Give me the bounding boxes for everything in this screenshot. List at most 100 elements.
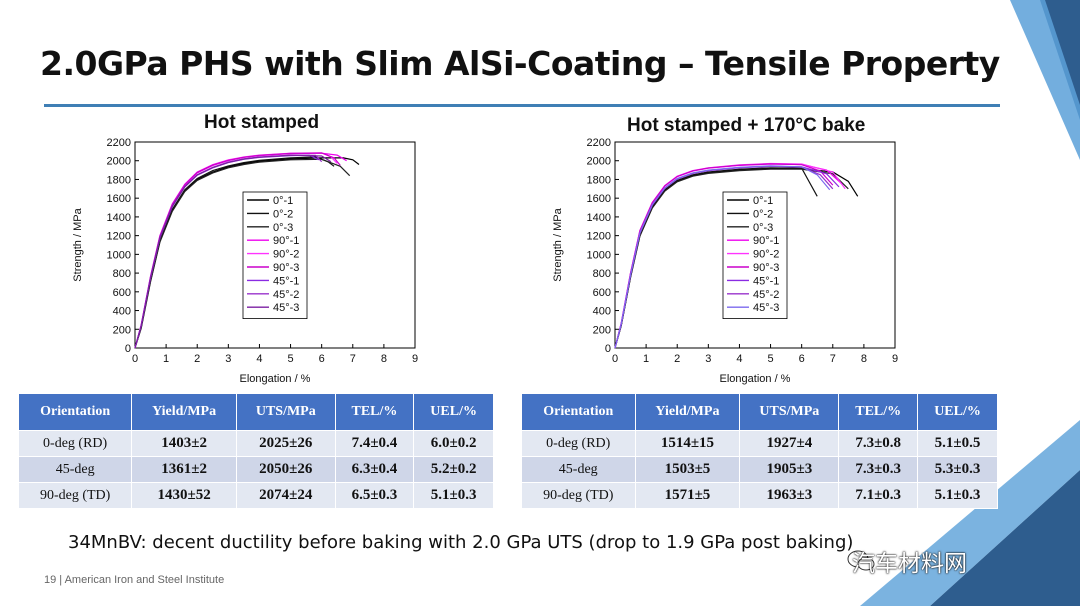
plot-frame [134,141,416,349]
x-tick-label: 6 [319,353,325,365]
x-tick-label: 2 [674,353,680,365]
y-axis-label: Strength / MPa [72,207,84,281]
y-tick-label: 1600 [587,193,611,205]
x-tick-label: 1 [643,353,649,365]
blue-triangle-top-dark [1040,0,1080,120]
x-tick-label: 4 [256,353,262,365]
y-tick-label: 400 [113,306,131,318]
y-tick-label: 1800 [587,174,611,186]
series-line-8 [614,165,831,349]
y-tick-label: 0 [605,343,611,355]
orientation-cell: 90-deg (TD) [522,483,635,508]
legend-label: 0°-2 [273,208,293,220]
legend-label: 45°-2 [273,289,299,301]
legend-label: 90°-1 [273,235,299,247]
orientation-cell: 0-deg (RD) [19,431,132,456]
value-cell: 7.3±0.3 [839,457,918,482]
value-cell: 1927±4 [740,431,839,456]
summary-caption: 34MnBV: decent ductility before baking w… [68,532,854,553]
value-cell: 6.0±0.2 [414,431,493,456]
table-row: 90-deg (TD) 1571±5 1963±3 7.1±0.3 5.1±0.3 [522,483,997,508]
y-tick-label: 1000 [587,249,611,261]
column-header: Yield/MPa [635,394,740,430]
column-header: UEL/% [918,394,997,430]
y-axis-label: Strength / MPa [552,207,564,281]
value-cell: 7.3±0.8 [839,431,918,456]
x-tick-label: 3 [225,353,231,365]
orientation-cell: 90-deg (TD) [19,483,132,508]
x-tick-label: 1 [163,353,169,365]
legend-label: 90°-3 [273,262,299,274]
wechat-icon [847,550,875,571]
y-tick-label: 1200 [107,231,131,243]
value-cell: 1963±3 [740,483,839,508]
y-tick-label: 1200 [587,231,611,243]
column-header: UTS/MPa [740,394,839,430]
legend-label: 45°-1 [273,275,299,287]
plot-frame [614,141,896,349]
legend-label: 90°-2 [753,249,779,261]
value-cell: 5.3±0.3 [918,457,997,482]
column-header: UTS/MPa [236,394,335,430]
value-cell: 7.1±0.3 [839,483,918,508]
table-row: 45-deg 1361±2 2050±26 6.3±0.4 5.2±0.2 [19,457,493,482]
value-cell: 1503±5 [635,457,740,482]
x-axis-label: Elongation / % [720,373,791,385]
x-tick-label: 5 [767,353,773,365]
legend-label: 0°-1 [273,195,293,207]
chart-hot-stamped-bake: 0 1 2 3 4 5 6 7 8 9 0 200 400 600 800 1000 1200 1400 1600 1… [552,137,898,385]
x-tick-label: 2 [194,353,200,365]
y-tick-label: 1400 [587,212,611,224]
legend-label: 90°-1 [753,235,779,247]
x-tick-label: 8 [861,353,867,365]
value-cell: 5.2±0.2 [414,457,493,482]
legend-label: 45°-2 [753,289,779,301]
value-cell: 1905±3 [740,457,839,482]
value-cell: 6.3±0.4 [335,457,414,482]
footer-text: 19 | American Iron and Steel Institute [44,574,225,586]
x-axis-label: Elongation / % [240,373,311,385]
y-tick-label: 1600 [107,193,131,205]
chart-title-hot-stamped: Hot stamped [204,112,320,133]
x-tick-label: 3 [705,353,711,365]
legend-label: 0°-2 [753,208,773,220]
y-tick-label: 600 [113,287,131,299]
y-tick-label: 2200 [587,137,611,149]
legend-label: 0°-1 [753,195,773,207]
chart-title-baked: Hot stamped + 170°C bake [627,115,866,136]
series-line-2 [134,158,351,349]
x-tick-label: 0 [612,353,618,365]
y-tick-label: 400 [593,306,611,318]
y-tick-label: 1000 [107,249,131,261]
y-tick-label: 0 [125,343,131,355]
x-tick-label: 9 [892,353,898,365]
value-cell: 1430±52 [132,483,236,508]
value-cell: 6.5±0.3 [335,483,414,508]
table-header-row: Orientation Yield/MPa UTS/MPa TEL/% UEL/% [19,394,493,430]
y-tick-label: 2200 [107,137,131,149]
y-tick-label: 2000 [107,156,131,168]
value-cell: 5.1±0.3 [918,483,997,508]
legend-label: 90°-2 [273,249,299,261]
column-header: UEL/% [414,394,493,430]
column-header: Orientation [522,394,635,430]
value-cell: 1403±2 [132,431,236,456]
series-line-3 [134,152,347,349]
legend-label: 45°-3 [273,302,299,314]
table-hot-stamped-bake: Orientation Yield/MPa UTS/MPa TEL/% UEL/% 0-d… [521,393,998,509]
legend-label: 90°-3 [753,262,779,274]
x-tick-label: 4 [736,353,742,365]
y-tick-label: 1400 [107,212,131,224]
x-tick-label: 6 [799,353,805,365]
value-cell: 2025±26 [236,431,335,456]
y-tick-label: 200 [593,324,611,336]
x-tick-label: 7 [350,353,356,365]
column-header: TEL/% [839,394,918,430]
table-hot-stamped: Orientation Yield/MPa UTS/MPa TEL/% UEL/% 0-d… [18,393,494,509]
legend-box [242,191,308,319]
blue-triangle-top-light [1010,0,1080,160]
table-header-row: Orientation Yield/MPa UTS/MPa TEL/% UEL/% [522,394,997,430]
value-cell: 5.1±0.5 [918,431,997,456]
table-row: 0-deg (RD) 1514±15 1927±4 7.3±0.8 5.1±0.5 [522,431,997,456]
y-tick-label: 200 [113,324,131,336]
